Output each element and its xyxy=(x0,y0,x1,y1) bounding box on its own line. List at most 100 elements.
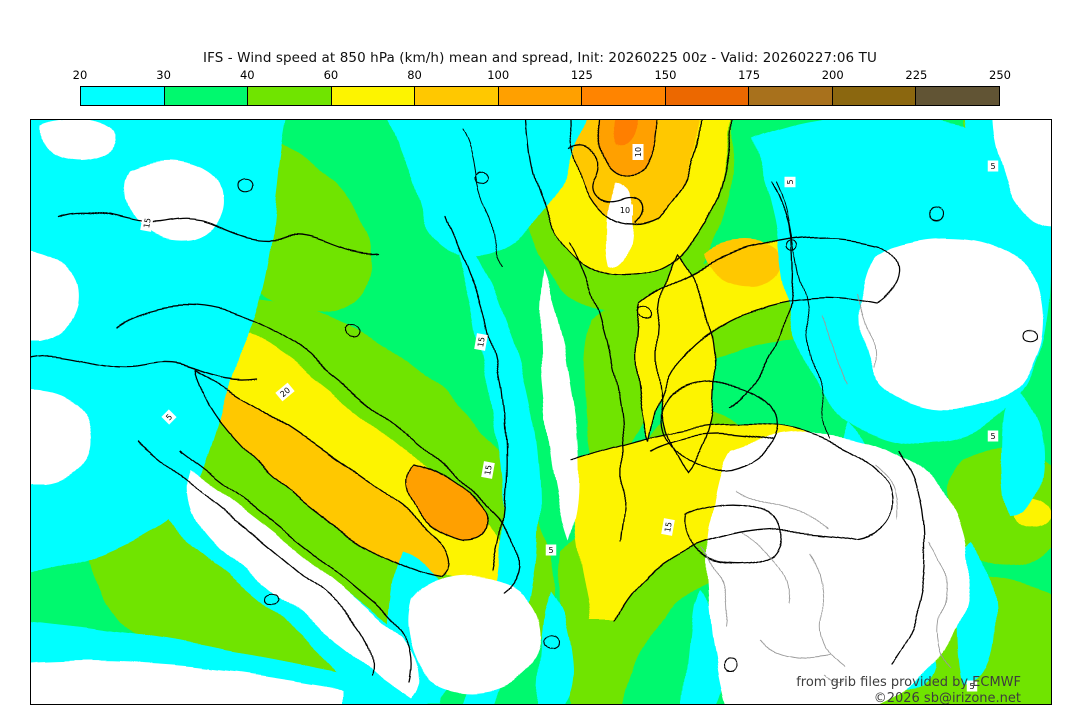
contour-line xyxy=(238,177,254,193)
contour-line xyxy=(180,449,412,681)
filled-region xyxy=(703,242,781,286)
contour-label: 15 xyxy=(481,461,495,479)
attribution-line2: ©2026 sb@irizone.net xyxy=(874,691,1021,704)
filled-region xyxy=(406,465,489,540)
wind-speed-map: 15 15 10 10 5 5 5 20 5 15 5 5 15 from grib files pro… xyxy=(31,120,1051,704)
attribution-line1: from grib files provided by ECMWF xyxy=(796,675,1021,690)
coastline xyxy=(742,534,788,606)
contour-line xyxy=(135,439,373,676)
svg-text:10: 10 xyxy=(634,147,643,157)
svg-text:5: 5 xyxy=(990,162,995,171)
colorbar-tick-labels: 20 30 40 60 80 100 125 150 175 200 225 250 xyxy=(73,68,1011,83)
svg-text:5: 5 xyxy=(548,546,553,555)
contour-label: 15 xyxy=(140,214,154,232)
filled-region xyxy=(1002,390,1044,515)
filled-region xyxy=(408,575,541,693)
contour-label: 15 xyxy=(474,333,488,351)
svg-text:15: 15 xyxy=(483,464,494,476)
coastline xyxy=(855,294,875,369)
contour-label: 5 xyxy=(987,430,999,442)
colorbar-segment xyxy=(665,87,750,105)
filled-region xyxy=(707,433,969,704)
coastline xyxy=(808,551,846,669)
colorbar-tick-label: 30 xyxy=(156,68,171,82)
colorbar-tick-label: 20 xyxy=(72,68,88,82)
coastline xyxy=(735,489,827,526)
contour-label: 5 xyxy=(545,544,557,556)
filled-region xyxy=(657,255,716,475)
contour-label: 5 xyxy=(784,176,796,188)
colorbar-tick-label: 80 xyxy=(407,68,422,82)
colorbar-segment xyxy=(81,87,165,105)
filled-region xyxy=(991,120,1051,227)
contour-line xyxy=(723,658,739,672)
filled-region xyxy=(31,661,341,704)
coastline xyxy=(875,464,900,521)
colorbar-segment xyxy=(415,87,499,105)
coastline xyxy=(700,549,728,626)
contour-line xyxy=(473,172,489,184)
contour-line xyxy=(31,355,257,380)
map-frame: 15 15 10 10 5 5 5 20 5 15 5 5 15 from grib files pro… xyxy=(30,119,1052,705)
contour-line xyxy=(684,503,785,566)
filled-region xyxy=(536,590,574,704)
colorbar-segment xyxy=(749,87,833,105)
coastline xyxy=(760,639,832,658)
coastlines xyxy=(700,294,952,683)
contour-label: 10 xyxy=(617,204,633,216)
colorbar-tick-label: 175 xyxy=(738,68,761,82)
colorbar-tick-label: 225 xyxy=(905,68,928,82)
contour-line xyxy=(928,208,944,222)
colorbar-segment xyxy=(498,87,583,105)
svg-text:15: 15 xyxy=(142,217,153,229)
svg-text:15: 15 xyxy=(476,336,487,348)
contour-labels: 15 15 10 10 5 5 5 20 5 15 5 5 15 xyxy=(140,144,999,692)
contour-line xyxy=(1023,329,1039,341)
contour-line xyxy=(570,146,644,223)
contour-label: 5 xyxy=(161,409,177,425)
chart-title: IFS - Wind speed at 850 hPa (km/h) mean … xyxy=(203,50,877,66)
contour-line xyxy=(525,120,734,277)
coastline xyxy=(820,314,847,383)
colorbar-segment xyxy=(248,87,332,105)
filled-region xyxy=(539,270,579,540)
colorbar-tick-label: 150 xyxy=(654,68,677,82)
contour-label: 15 xyxy=(661,518,675,536)
filled-region xyxy=(31,249,81,340)
filled-region xyxy=(607,180,634,267)
filled-region xyxy=(860,238,1044,412)
svg-text:15: 15 xyxy=(663,521,674,533)
filled-region xyxy=(40,120,117,160)
contour-line xyxy=(635,237,899,441)
contour-line xyxy=(661,382,778,472)
colorbar-tick-label: 125 xyxy=(570,68,593,82)
contour-line xyxy=(115,304,521,593)
contour-label: 20 xyxy=(275,382,295,402)
filled-region xyxy=(459,230,540,704)
colorbar-tick-label: 250 xyxy=(989,68,1011,82)
attribution: from grib files provided by ECMWF ©2026 … xyxy=(796,675,1021,704)
colorbar-tick-label: 60 xyxy=(323,68,339,82)
filled-region xyxy=(821,667,885,701)
contour-line xyxy=(460,129,504,269)
filled-region xyxy=(613,120,638,146)
colorbar-segment xyxy=(916,87,1000,105)
svg-text:5: 5 xyxy=(786,179,795,184)
contour-label: 5 xyxy=(987,160,999,172)
colorbar-tick-label: 100 xyxy=(487,68,510,82)
colorbar-tick-label: 200 xyxy=(821,68,844,82)
spread-contour-lines xyxy=(31,120,1039,681)
contour-line xyxy=(785,242,798,254)
colorbar-segment xyxy=(582,87,666,105)
contour-line xyxy=(263,592,279,604)
contour-line xyxy=(343,323,359,337)
contour-line xyxy=(406,464,490,541)
contour-line xyxy=(445,214,507,571)
contour-line xyxy=(60,210,382,257)
svg-text:5: 5 xyxy=(969,682,974,691)
coastline xyxy=(930,539,952,669)
svg-text:5: 5 xyxy=(164,412,174,422)
filled-contours xyxy=(31,120,1051,704)
colorbar-segment xyxy=(164,87,249,105)
contour-line xyxy=(570,239,625,541)
